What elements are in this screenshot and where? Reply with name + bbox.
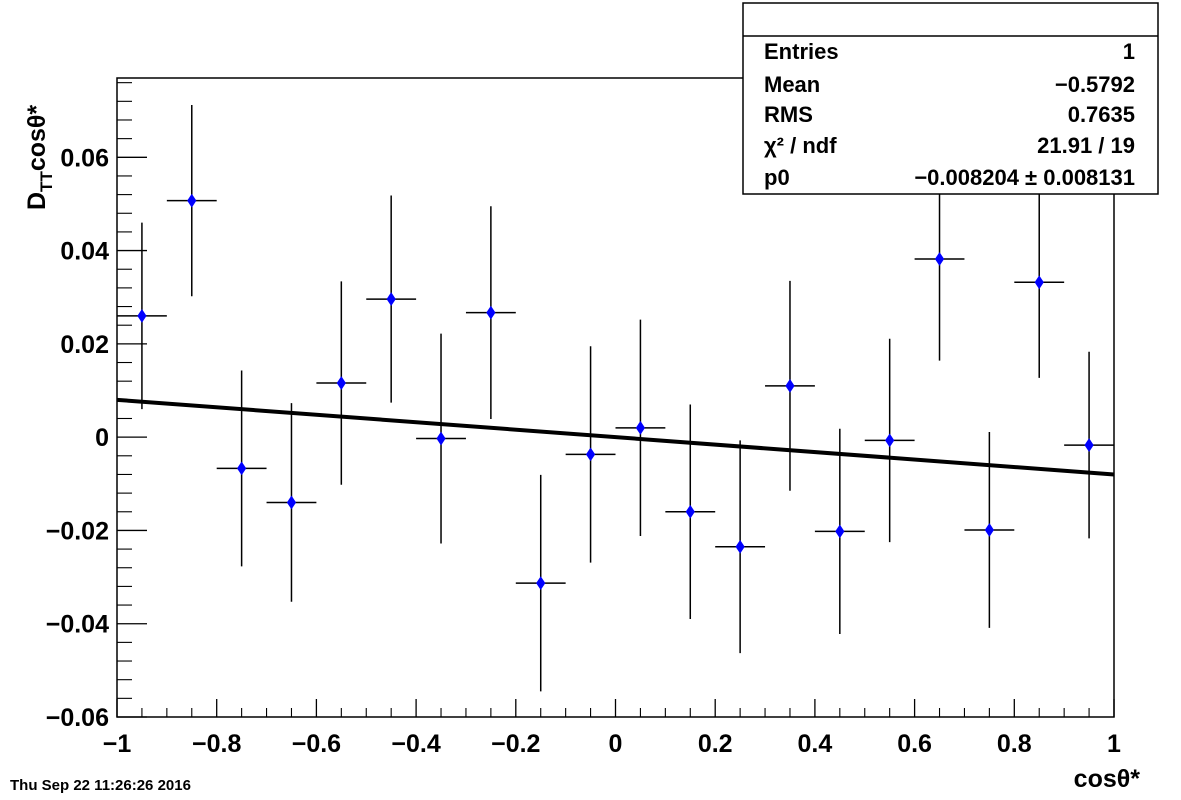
- data-marker: [486, 305, 496, 320]
- data-marker: [286, 495, 297, 510]
- data-marker: [436, 431, 446, 446]
- data-marker: [336, 376, 346, 390]
- svg-text:DTTcosθ*: DTTcosθ*: [23, 105, 56, 210]
- y-tick-label: −0.06: [46, 704, 109, 732]
- data-point: [765, 280, 815, 491]
- data-marker: [934, 252, 945, 266]
- y-axis-title-rest: cosθ*: [23, 105, 51, 172]
- data-point: [216, 370, 267, 567]
- stats-row-value: 21.91 / 19: [1037, 133, 1135, 158]
- x-tick-label: −0.6: [292, 730, 341, 758]
- y-tick-label: 0.02: [60, 331, 109, 359]
- stats-row-label: Entries: [764, 39, 839, 64]
- x-axis-title: cosθ*: [1074, 765, 1141, 793]
- data-point: [864, 338, 915, 543]
- data-marker: [187, 193, 197, 208]
- data-marker: [984, 523, 994, 537]
- data-marker: [685, 504, 695, 519]
- stats-row-value: 1: [1123, 39, 1135, 64]
- tick-labels-layer: −1 −0.8 −0.6 −0.4 −0.2 0 0.2 0.4 0.6 0.8 1 −0.06 −0.…: [46, 144, 1121, 758]
- stats-row-value: 0.7635: [1068, 102, 1135, 127]
- data-marker: [237, 461, 247, 476]
- data-point: [465, 206, 516, 419]
- data-point: [814, 428, 865, 634]
- x-tick-label: 0.6: [897, 730, 932, 758]
- data-point: [316, 281, 367, 485]
- x-tick-label: −0.8: [192, 730, 241, 758]
- timestamp: Thu Sep 22 11:26:26 2016: [10, 777, 191, 794]
- data-points-layer: [117, 105, 1114, 692]
- data-marker: [1084, 438, 1094, 452]
- stats-box-frame: [742, 2, 1159, 195]
- stats-box: Entries 1 Mean −0.5792 RMS 0.7635 χ² / ndf 21.9…: [742, 2, 1159, 195]
- data-point: [266, 403, 317, 602]
- data-point: [1064, 351, 1114, 539]
- stats-rows: Entries 1 Mean −0.5792 RMS 0.7635 χ² / ndf 21.9…: [764, 39, 1135, 190]
- x-tick-label: −0.4: [391, 730, 440, 758]
- data-marker: [835, 524, 845, 539]
- data-point: [416, 333, 466, 544]
- data-point: [515, 474, 566, 692]
- fit-line-layer: [116, 397, 1115, 477]
- x-tick-label: 0.4: [798, 730, 833, 758]
- data-point: [665, 404, 716, 620]
- y-tick-label: 0.04: [60, 238, 109, 266]
- y-axis-title-main: D: [23, 192, 51, 210]
- data-marker: [585, 447, 596, 462]
- data-point: [964, 432, 1015, 628]
- data-marker: [137, 308, 147, 323]
- x-tick-label: −1: [103, 730, 132, 758]
- stats-row-value: −0.5792: [1055, 72, 1135, 97]
- y-tick-label: −0.02: [46, 517, 109, 545]
- y-tick-label: 0: [95, 424, 109, 452]
- y-axis-title: DTTcosθ*: [23, 105, 56, 210]
- data-point: [117, 222, 167, 410]
- data-marker: [885, 433, 895, 448]
- data-point: [166, 105, 217, 297]
- data-point: [715, 440, 766, 654]
- axis-ticks-layer: [116, 82, 1115, 718]
- data-point: [366, 195, 417, 403]
- data-marker: [1034, 275, 1044, 290]
- y-tick-label: −0.04: [46, 611, 109, 639]
- data-marker: [785, 378, 795, 393]
- x-tick-label: 0: [609, 730, 623, 758]
- stats-row-label: Mean: [764, 72, 820, 97]
- stats-row-label: RMS: [764, 102, 813, 127]
- stats-row-value: −0.008204 ± 0.008131: [914, 165, 1135, 190]
- x-tick-label: −0.2: [491, 730, 540, 758]
- data-marker: [536, 576, 546, 591]
- data-point: [1014, 186, 1065, 378]
- stats-row-label: p0: [764, 165, 790, 190]
- x-tick-label: 0.2: [698, 730, 733, 758]
- data-point: [565, 346, 616, 563]
- x-tick-label: 0.8: [997, 730, 1032, 758]
- data-marker: [635, 420, 646, 435]
- y-axis-title-sub: TT: [37, 171, 56, 192]
- data-marker: [735, 539, 745, 554]
- y-tick-label: 0.06: [60, 144, 109, 172]
- data-point: [615, 319, 666, 537]
- x-tick-label: 1: [1107, 730, 1121, 758]
- fit-line: [116, 397, 1115, 477]
- stats-row-label: χ² / ndf: [764, 133, 837, 158]
- data-marker: [386, 292, 396, 306]
